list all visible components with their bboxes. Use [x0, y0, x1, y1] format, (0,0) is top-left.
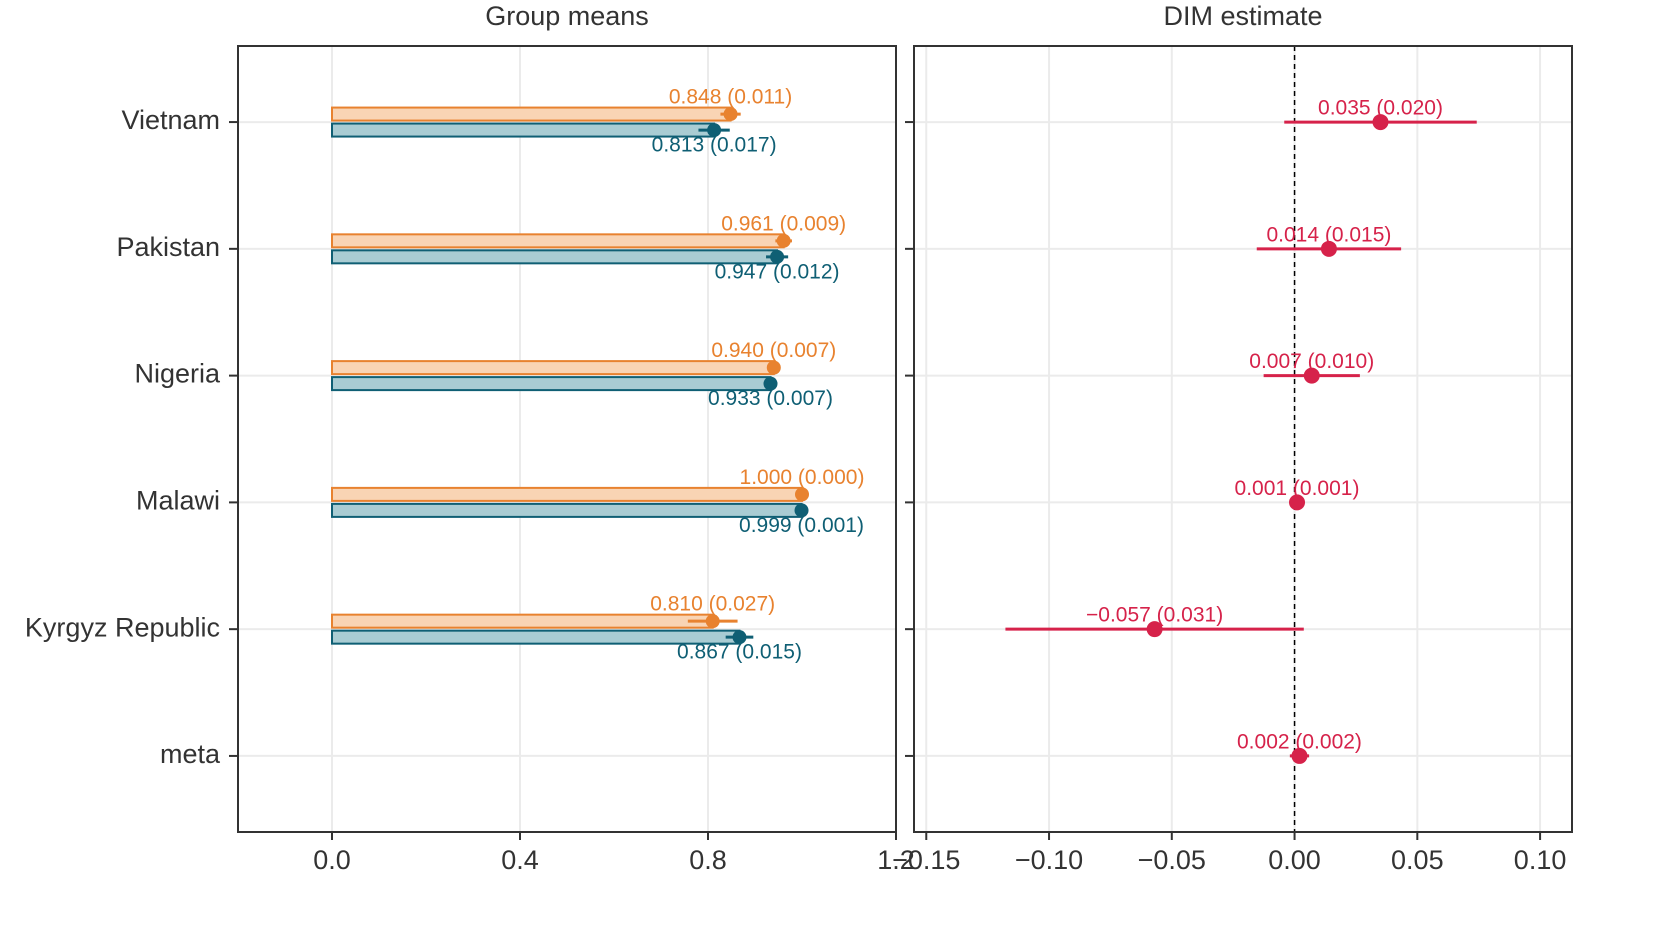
x-tick-label: −0.10 — [1015, 845, 1083, 875]
y-tick-label: Vietnam — [121, 105, 220, 135]
value-label: 0.947 (0.012) — [715, 260, 840, 283]
x-tick-label: 0.0 — [313, 845, 351, 875]
panel-title: DIM estimate — [1163, 1, 1322, 31]
x-tick-label: 0.10 — [1514, 845, 1567, 875]
value-label: 0.933 (0.007) — [708, 387, 833, 410]
bar — [331, 376, 772, 392]
point — [1289, 494, 1306, 511]
value-label: 0.810 (0.027) — [650, 593, 775, 616]
point — [794, 503, 809, 518]
point — [770, 249, 785, 264]
point — [763, 376, 778, 391]
bar — [331, 249, 779, 265]
x-tick-label: 1.2 — [877, 845, 915, 875]
point — [1320, 240, 1337, 257]
bar — [331, 360, 775, 376]
value-label: 0.961 (0.009) — [721, 212, 846, 235]
x-tick-label: −0.15 — [892, 845, 960, 875]
bar — [331, 486, 803, 502]
value-label: 0.002 (0.002) — [1237, 730, 1362, 753]
y-tick-label: meta — [160, 739, 221, 769]
value-label: 0.848 (0.011) — [669, 86, 792, 109]
bar — [331, 613, 714, 629]
y-tick-label: Malawi — [136, 486, 220, 516]
value-label: 0.014 (0.015) — [1266, 223, 1391, 246]
value-label: 0.940 (0.007) — [711, 339, 836, 362]
panel-border — [913, 45, 1573, 833]
y-tick-label: Kyrgyz Republic — [25, 612, 220, 642]
y-tick-label: Nigeria — [134, 359, 221, 389]
value-label: 0.035 (0.020) — [1318, 97, 1443, 120]
point — [1372, 114, 1389, 131]
value-label: 0.007 (0.010) — [1249, 350, 1374, 373]
panel-border — [237, 45, 897, 833]
point — [795, 487, 809, 502]
point — [707, 123, 722, 138]
value-label: 0.001 (0.001) — [1235, 477, 1360, 500]
point — [705, 614, 720, 629]
point — [1146, 621, 1163, 638]
x-tick-label: 0.4 — [501, 845, 539, 875]
point — [1291, 747, 1308, 764]
x-tick-label: 0.05 — [1391, 845, 1444, 875]
value-label: 0.867 (0.015) — [677, 641, 802, 664]
value-label: 0.999 (0.001) — [739, 514, 864, 537]
bar — [331, 502, 803, 518]
point — [776, 233, 791, 248]
point — [732, 630, 747, 645]
bar — [331, 106, 732, 122]
bar — [331, 233, 785, 249]
value-label: 1.000 (0.000) — [740, 466, 865, 489]
point — [1303, 367, 1320, 384]
x-tick-label: 0.8 — [689, 845, 727, 875]
y-tick-label: Pakistan — [116, 232, 220, 262]
panel-title: Group means — [485, 1, 649, 31]
point — [766, 360, 781, 375]
x-tick-label: 0.00 — [1268, 845, 1321, 875]
x-tick-label: −0.05 — [1138, 845, 1206, 875]
point — [723, 107, 738, 122]
value-label: −0.057 (0.031) — [1086, 604, 1223, 627]
value-label: 0.813 (0.017) — [652, 134, 777, 157]
